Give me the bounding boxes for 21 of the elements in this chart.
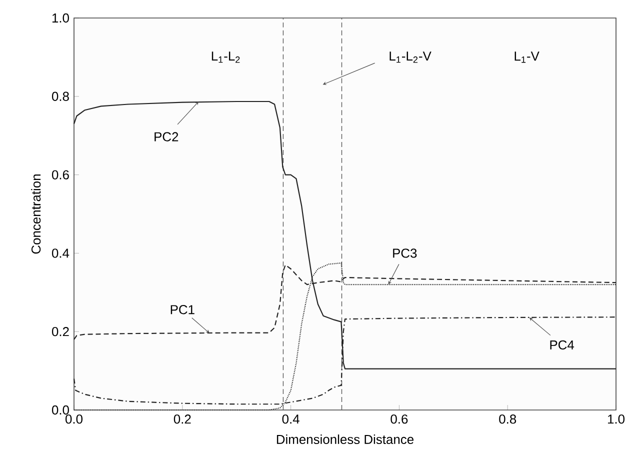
y-tick-label: 0.2 xyxy=(52,327,69,336)
x-tick-label: 0.6 xyxy=(390,414,408,424)
annotation: PC2 xyxy=(154,132,178,142)
y-tick-label: 0.4 xyxy=(52,248,70,258)
annotation: L$_{1}$-V xyxy=(514,52,540,63)
annotation: L$_{1}$-L$_{2}$-V xyxy=(390,52,432,63)
y-tick-label: 0.6 xyxy=(52,170,69,180)
y-tick-label: 0.0 xyxy=(52,405,69,415)
x-tick-label: 0.0 xyxy=(66,414,83,424)
x-axis-title: Dimensionless Distance xyxy=(276,434,414,444)
annotation: PC1 xyxy=(170,305,194,314)
y-axis-title: Concentration xyxy=(31,174,41,254)
annotation: L$_{1}$-L$_{2}$ xyxy=(212,52,240,63)
x-tick-label: 0.2 xyxy=(174,414,191,424)
y-tick-label: 0.8 xyxy=(52,92,69,101)
y-tick-label: 1.0 xyxy=(52,13,69,23)
x-tick-label: 0.8 xyxy=(499,414,516,424)
annotation: PC4 xyxy=(550,340,574,350)
x-tick-label: 0.4 xyxy=(282,414,300,424)
x-tick-label: 1.0 xyxy=(608,414,625,424)
annotation: PC3 xyxy=(393,248,417,258)
